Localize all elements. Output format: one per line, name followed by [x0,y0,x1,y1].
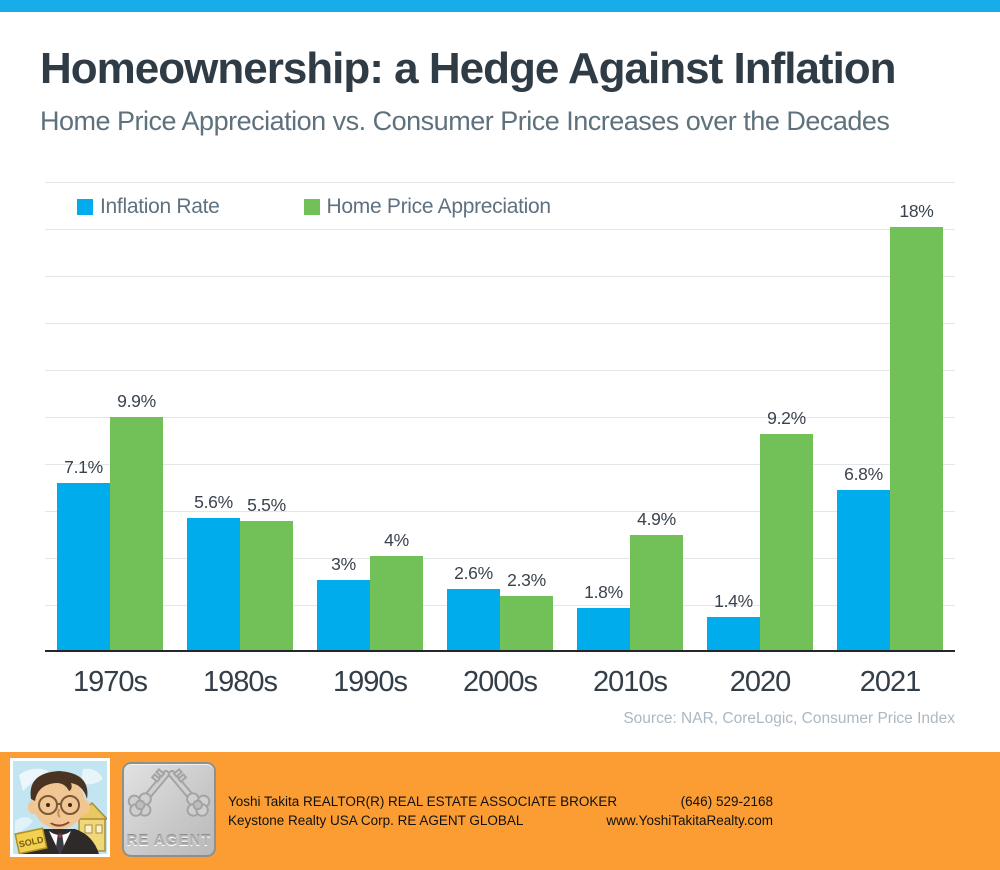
bar-home-price-appreciation-2020 [760,433,813,650]
bar-chart: Inflation Rate Home Price Appreciation 7.… [45,182,955,652]
bar-group-1970s: 7.1% 9.9% [45,182,175,650]
bar-value-label: 7.1% [64,457,103,478]
bar-value-label: 5.5% [247,494,286,515]
agent-website: www.YoshiTakitaRealty.com [606,813,773,828]
x-axis-label-1970s: 1970s [72,666,148,698]
x-axis-label-2021: 2021 [859,666,922,698]
x-axis-label-1990s: 1990s [332,666,408,698]
footer-contact-block: Yoshi Takita REALTOR(R) REAL ESTATE ASSO… [228,792,773,830]
chart-legend: Inflation Rate Home Price Appreciation [77,195,551,219]
bar-value-label: 3% [331,553,356,574]
bar-home-price-appreciation-1990s [370,556,423,650]
bar-value-label: 6.8% [844,464,883,485]
bar-value-label: 1.8% [584,581,623,602]
bar-inflation-rate-2000s [447,588,500,650]
bar-home-price-appreciation-1970s [110,417,163,650]
agent-phone: (646) 529-2168 [680,794,773,809]
bar-group-2000s: 2.6% 2.3% [435,182,565,650]
bar-value-label: 2.6% [454,562,493,583]
bar-inflation-rate-1990s [317,579,370,650]
legend-item-home-price-appreciation: Home Price Appreciation [303,195,552,219]
footer-banner: SOLD [0,752,1000,870]
x-axis-label-2000s: 2000s [462,666,538,698]
agent-company: Keystone Realty USA Corp. RE AGENT GLOBA… [228,813,524,828]
x-axis-label-2020: 2020 [729,666,792,698]
source-note: Source: NAR, CoreLogic, Consumer Price I… [623,710,955,727]
bar-group-2020: 1.4% 9.2% [695,182,825,650]
bar-value-label: 4.9% [637,508,676,529]
bar-inflation-rate-1980s [187,518,240,650]
bar-value-label: 5.6% [194,492,233,513]
bar-value-label: 4% [384,530,409,550]
bar-home-price-appreciation-2010s [630,534,683,650]
crossed-keys-icon [127,767,211,817]
x-axis-label-2010s: 2010s [592,666,668,698]
re-agent-logo-text: RE AGENT [126,832,212,849]
legend-swatch-icon [77,199,93,215]
bar-group-1980s: 5.6% 5.5% [175,182,305,650]
top-accent-bar [0,0,1000,12]
x-axis-labels: 1970s 1980s 1990s 2000s 2010s 2020 2021 [45,666,955,699]
page-subtitle: Home Price Appreciation vs. Consumer Pri… [40,106,890,136]
legend-swatch-icon [303,199,320,215]
bar-inflation-rate-2020 [707,617,760,650]
bar-group-2021: 6.8% 18% [825,182,955,650]
x-axis-label-1980s: 1980s [202,666,278,698]
bar-value-label: 18% [899,201,934,221]
agent-caricature-image: SOLD [10,758,110,857]
page-title: Homeownership: a Hedge Against Inflation [40,44,897,93]
bar-group-1990s: 3% 4% [305,182,435,650]
bar-home-price-appreciation-2021 [890,227,943,650]
bar-value-label: 1.4% [714,591,753,612]
legend-item-inflation-rate: Inflation Rate [77,195,220,219]
re-agent-logo: RE AGENT [122,762,216,857]
bar-value-label: 9.9% [117,391,156,412]
agent-name-title: Yoshi Takita REALTOR(R) REAL ESTATE ASSO… [228,794,618,809]
bar-inflation-rate-2010s [577,607,630,650]
bar-value-label: 2.3% [507,569,546,590]
bar-value-label: 9.2% [767,407,806,428]
bar-group-2010s: 1.8% 4.9% [565,182,695,650]
bar-inflation-rate-1970s [57,483,110,650]
agent-caricature-drawing: SOLD [13,761,107,854]
bar-home-price-appreciation-2000s [500,595,553,650]
legend-label: Home Price Appreciation [326,195,552,218]
bar-inflation-rate-2021 [837,490,890,650]
bar-home-price-appreciation-1980s [240,520,293,650]
legend-label: Inflation Rate [100,195,220,218]
